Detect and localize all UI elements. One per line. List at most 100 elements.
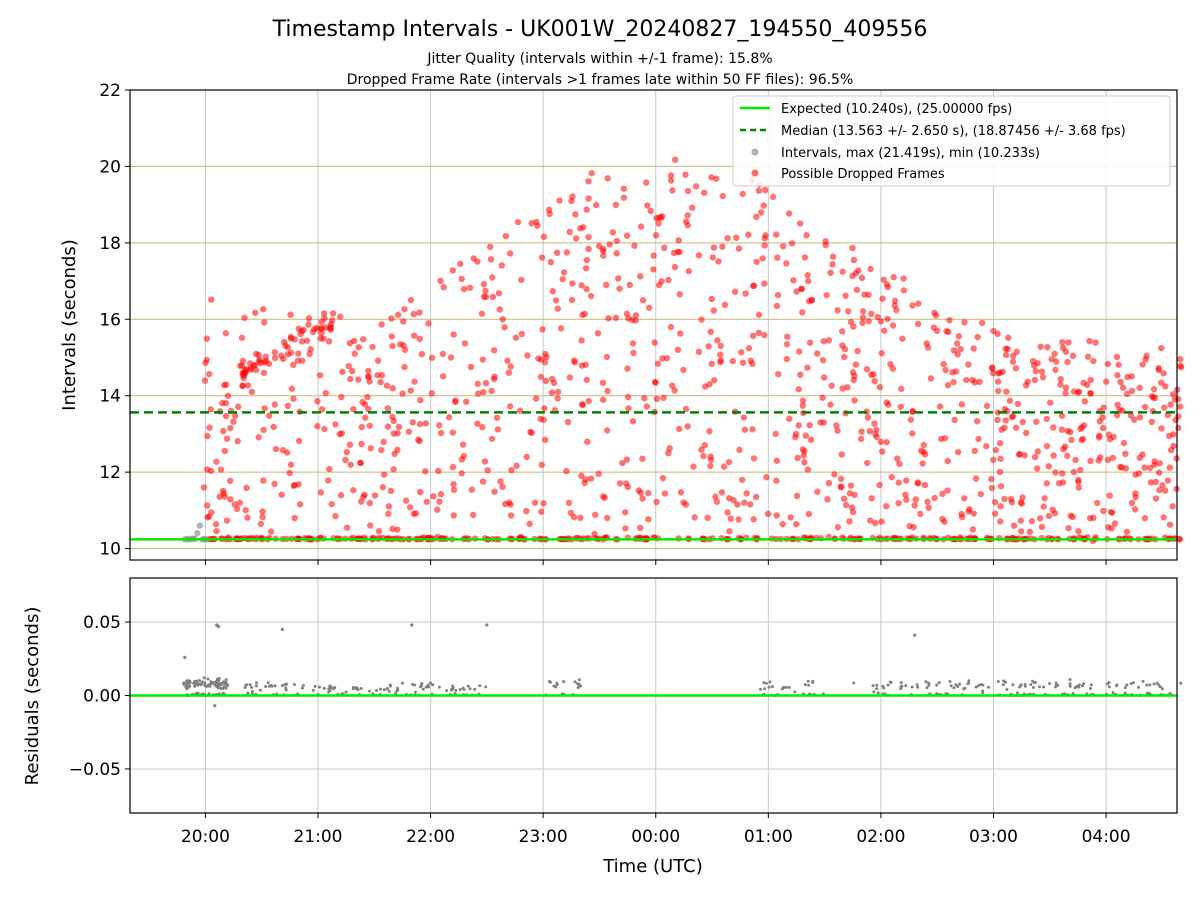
dropped-frame-point [793,288,800,295]
dropped-frame-point [888,473,895,481]
dropped-frame-point [375,527,383,535]
dropped-frame-point [925,504,932,511]
dropped-frame-point [819,356,827,364]
residual-point [875,683,879,687]
dropped-frame-point [659,474,667,482]
dropped-frame-point [1122,450,1129,458]
dropped-frame-point [566,374,574,381]
dropped-frame-point [790,277,797,284]
dropped-frame-point [635,487,642,494]
dropped-frame-point [1050,452,1057,459]
dropped-frame-point [346,441,354,448]
x-tick-label: 04:00 [1082,827,1131,847]
dropped-frame-point [570,357,578,364]
dropped-frame-point [508,466,515,474]
dropped-frame-point [238,334,246,341]
residual-point [221,681,225,685]
dropped-frame-point [616,285,623,292]
residual-point [280,684,284,688]
dropped-frame-point [314,423,321,430]
dropped-frame-point [1175,395,1182,403]
dropped-frame-point [606,241,613,248]
dropped-frame-point [474,420,481,427]
dropped-frame-point [505,499,513,506]
dropped-frame-point [507,512,515,519]
dropped-frame-point [389,525,396,533]
dropped-frame-point [1026,528,1034,536]
dropped-frame-point [549,288,556,295]
dropped-frame-point [339,368,346,376]
dropped-frame-point [911,502,918,509]
dropped-frame-point [997,483,1005,490]
dropped-frame-point [259,513,266,521]
dropped-frame-point [958,401,965,408]
residual-point [454,688,458,692]
dropped-frame-point [450,481,457,488]
dropped-frame-point [827,269,834,276]
dropped-frame-point [745,231,752,239]
dropped-frame-point [222,330,230,337]
dropped-frame-point [1160,514,1167,521]
dropped-frame-point [322,389,329,397]
dropped-frame-point [941,518,948,525]
dropped-frame-point [449,429,457,436]
dropped-frame-point [1005,334,1012,341]
dropped-frame-point [385,503,393,510]
dropped-frame-point [613,250,620,257]
dropped-frame-point [708,360,715,367]
dropped-frame-point [342,456,349,464]
dropped-frame-point [1032,367,1039,375]
dropped-frame-point [1064,358,1071,366]
dropped-frame-point [688,204,696,211]
dropped-frame-point [653,395,660,402]
dropped-frame-point [337,492,345,499]
dropped-frame-point [795,422,802,429]
dropped-frame-point [847,482,855,489]
dropped-frame-point [671,263,679,271]
dropped-frame-point [581,479,588,487]
dropped-frame-point [488,387,495,395]
residual-point [188,684,192,688]
dropped-frame-point [970,345,977,352]
dropped-frame-point [213,528,220,535]
dropped-frame-point [1141,403,1149,411]
dropped-frame-point [1059,344,1067,352]
residual-point [466,684,470,688]
residual-point [807,683,811,687]
residual-point [1031,685,1035,689]
dropped-frame-point [1158,344,1165,352]
dropped-frame-point [1014,400,1022,408]
dropped-frame-point [318,325,325,332]
dropped-frame-point [954,448,962,456]
residual-point [956,684,960,688]
dropped-frame-point [1115,361,1122,368]
dropped-frame-point [671,387,678,394]
dropped-frame-point [585,178,592,185]
dropped-frame-point [1155,469,1163,476]
residual-point [193,684,197,688]
residual-point [1082,682,1086,686]
dropped-frame-point [523,507,530,515]
dropped-frame-point [358,423,365,431]
dropped-frame-point [1175,424,1182,432]
dropped-frame-point [871,420,878,427]
dropped-frame-point [600,247,607,255]
dropped-frame-point [989,370,997,377]
residual-point [1068,682,1072,686]
dropped-frame-point [1131,416,1138,424]
dropped-frame-point [1104,456,1112,464]
dropped-frame-point [793,521,800,528]
dropped-frame-point [734,501,741,508]
dropped-frame-point [817,419,824,426]
dropped-frame-point [347,375,354,383]
dropped-frame-point [787,514,794,521]
dropped-frame-point [653,498,660,506]
residual-point [1011,683,1015,687]
dropped-frame-point [1080,379,1087,387]
dropped-frame-point [893,455,901,462]
dropped-frame-point [1158,425,1165,432]
residual-point [979,683,983,687]
interval-point [196,522,203,529]
dropped-frame-point [994,416,1001,424]
